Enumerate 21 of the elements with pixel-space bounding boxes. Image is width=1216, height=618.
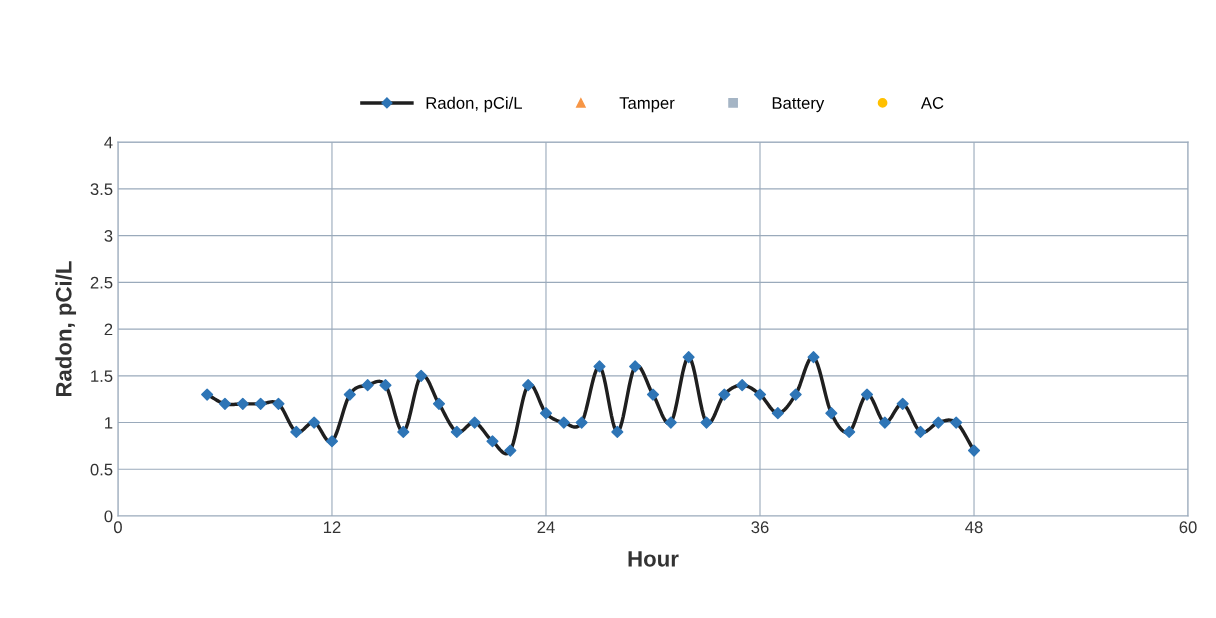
x-axis-title: Hour [628,551,679,567]
y-axis-title: Radon, pCi/L [55,261,77,397]
x-tick-label: 0 [113,521,122,534]
y-tick-label: 1 [105,417,113,429]
y-tick-label: 3.5 [90,183,113,196]
x-tick-label: 60 [1179,521,1197,534]
x-tick-label: 36 [751,521,769,534]
x-tick-label: 24 [537,521,555,533]
y-tick-label: 1.5 [91,370,113,383]
legend-label: AC [920,97,944,109]
legend-label: Tamper [619,97,675,113]
y-tick-label: 2.5 [90,276,113,289]
legend-label: Battery [772,97,825,113]
x-tick-label: 12 [323,521,341,533]
y-tick-label: 3 [104,230,113,242]
y-tick-label: 2 [104,323,113,336]
y-tick-label: 0.5 [90,463,113,476]
x-tick-label: 48 [965,521,983,534]
y-tick-label: 0 [104,510,113,523]
y-tick-label: 4 [104,136,113,149]
legend-label: Radon, pCi/L [426,96,522,113]
